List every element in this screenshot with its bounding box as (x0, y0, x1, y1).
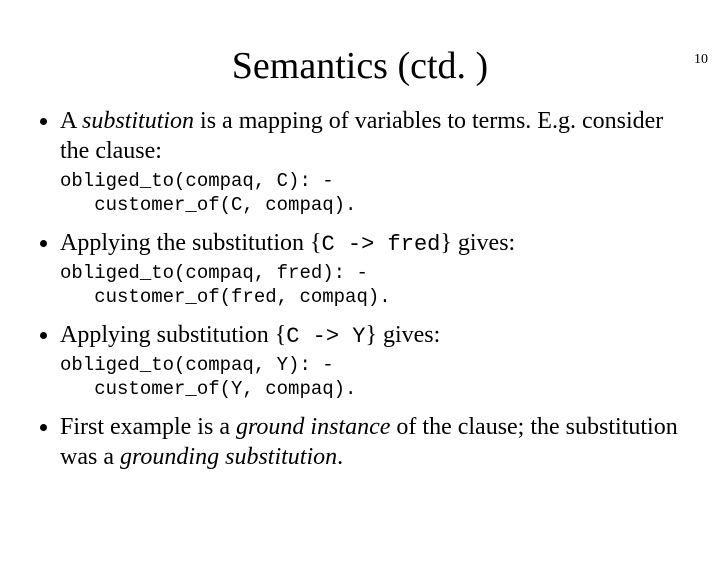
code1-l2: customer_of(C, compaq). (60, 194, 356, 216)
b3-code: C -> Y (286, 324, 365, 349)
bullet-1: A substitution is a mapping of variables… (60, 106, 686, 218)
b3-post: } gives: (365, 322, 440, 348)
b4-post: . (337, 444, 343, 470)
b2-pre: Applying the substitution { (60, 230, 322, 256)
code2-l1: obliged_to(compaq, fred): - (60, 262, 368, 284)
b2-code: C -> fred (322, 232, 441, 257)
b4-em1: ground instance (236, 414, 390, 440)
code3-l2: customer_of(Y, compaq). (60, 378, 356, 400)
page-number: 10 (694, 52, 708, 68)
code2-l2: customer_of(fred, compaq). (60, 286, 391, 308)
bullet-3: Applying substitution {C -> Y} gives: ob… (60, 320, 686, 402)
slide-content: A substitution is a mapping of variables… (0, 106, 720, 472)
b1-pre: A (60, 108, 82, 134)
b1-em: substitution (82, 108, 194, 134)
code-block-1: obliged_to(compaq, C): - customer_of(C, … (60, 170, 686, 218)
code3-l1: obliged_to(compaq, Y): - (60, 354, 334, 376)
code-block-2: obliged_to(compaq, fred): - customer_of(… (60, 262, 686, 310)
slide-title: Semantics (ctd. ) (0, 44, 720, 88)
bullet-4: First example is a ground instance of th… (60, 412, 686, 472)
code-block-3: obliged_to(compaq, Y): - customer_of(Y, … (60, 354, 686, 402)
b4-em2: grounding substitution (120, 444, 337, 470)
code1-l1: obliged_to(compaq, C): - (60, 170, 334, 192)
b2-post: } gives: (440, 230, 515, 256)
bullet-2: Applying the substitution {C -> fred} gi… (60, 228, 686, 310)
b4-pre: First example is a (60, 414, 236, 440)
b3-pre: Applying substitution { (60, 322, 286, 348)
